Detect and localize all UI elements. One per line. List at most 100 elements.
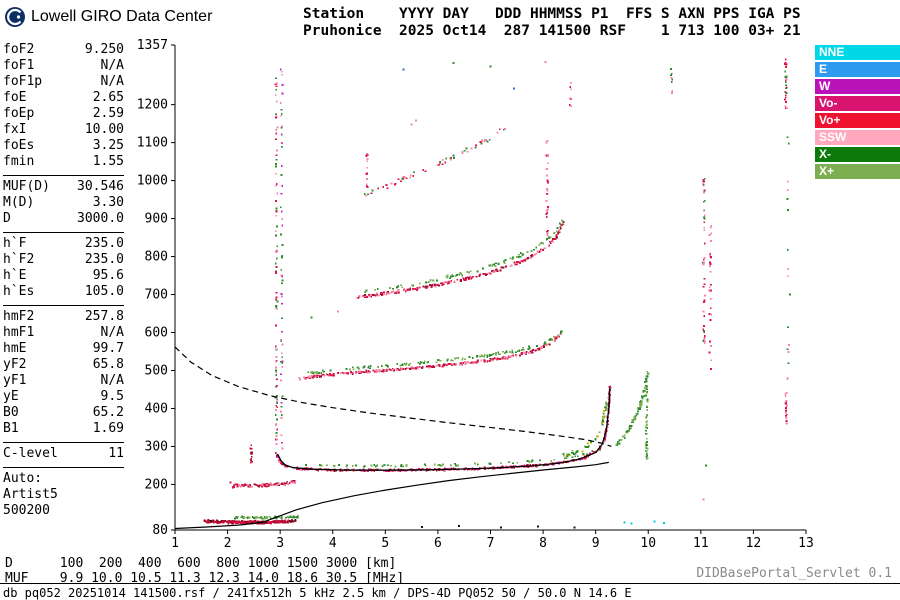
param-label: fmin [3,154,35,169]
param-label: B1 [3,421,19,436]
param-fxi: fxI 10.00 [3,122,124,138]
param-label: hmE [3,341,27,356]
param-section: foF2 9.250 foF1 N/A foF1p N/A foE 2.65 foEp 2.59 f… [3,41,124,173]
y-tick-label: 300 [145,439,168,454]
x-tick-label: 10 [640,536,656,551]
param-label: foF2 [3,42,35,57]
plot-axes: 1357120011001000900800700600500400300200… [137,38,814,551]
param-section: C-level 11 [3,442,124,465]
param-d: D 3000.0 [3,211,124,227]
param-hf2: h`F2 235.0 [3,252,124,268]
lowell-logo-icon [5,7,25,27]
param-auto: Auto: [3,471,124,487]
x-tick-label: 13 [798,536,814,551]
y-tick-label: 80 [152,523,168,538]
param-label: foE [3,90,27,105]
param-value: 1.69 [92,421,124,436]
param-fmin: fmin 1.55 [3,154,124,170]
param-b1: B1 1.69 [3,421,124,437]
param-label: MUF(D) [3,179,50,194]
x-tick-label: 2 [224,536,232,551]
echo-scatter-points [203,58,792,529]
param-label: M(D) [3,195,35,210]
param-yf2: yF2 65.8 [3,357,124,373]
param-label: C-level [3,446,58,461]
legend-e[interactable]: E [815,62,900,77]
dmuf-table: D 100 200 400 600 800 1000 1500 3000 [km… [5,556,404,586]
param-value: 2.59 [92,106,124,121]
param-section: MUF(D) 30.546 M(D) 3.30 D 3000.0 [3,175,124,230]
param-value: N/A [100,373,124,388]
y-tick-label: 200 [145,477,168,492]
param-label: h`E [3,268,27,283]
legend-xp[interactable]: X+ [815,164,900,179]
param-foe: foE 2.65 [3,90,124,106]
x-tick-label: 11 [693,536,709,551]
param-label: B0 [3,405,19,420]
param-section: hmF2 257.8 hmF1 N/A hmE 99.7 yF2 65.8 yF1 N/A yE 9.… [3,305,124,440]
o-trace-fit [276,387,611,471]
param-he: h`E 95.6 [3,268,124,284]
param-hf: h`F 235.0 [3,236,124,252]
param-value: 1.55 [92,154,124,169]
param-label: D [3,211,11,226]
param-label: Auto: [3,471,43,486]
y-tick-label: 1357 [137,38,168,53]
muf-transmission-curve [174,346,612,447]
param-ye: yE 9.5 [3,389,124,405]
param-md: M(D) 3.30 [3,195,124,211]
x-tick-label: 7 [487,536,495,551]
legend: NNE E W Vo- Vo+ SSW X- X+ [815,45,900,181]
dmuf-d-row: D 100 200 400 600 800 1000 1500 3000 [km… [5,556,397,571]
param-section: Auto: Artist5 500200 [3,467,124,522]
param-foes: foEs 3.25 [3,138,124,154]
param-value: 9.250 [84,42,124,57]
legend-vop[interactable]: Vo+ [815,113,900,128]
param-section: h`F 235.0 h`F2 235.0 h`E 95.6 h`Es 105.0 [3,232,124,303]
param-hme: hmE 99.7 [3,341,124,357]
param-hes: h`Es 105.0 [3,284,124,300]
lowell-logo: Lowell GIRO Data Center [4,6,212,28]
param-yf1: yF1 N/A [3,373,124,389]
y-tick-label: 500 [145,363,168,378]
x-tick-label: 8 [539,536,547,551]
legend-vom[interactable]: Vo- [815,96,900,111]
y-tick-label: 800 [145,250,168,265]
param-value: 257.8 [84,309,124,324]
param-label: 500200 [3,503,50,518]
true-height-profile [174,461,609,530]
param-value: 99.7 [92,341,124,356]
status-divider [0,583,900,584]
y-tick-label: 1000 [137,174,168,189]
param-value: 65.8 [92,357,124,372]
param-label: foF1p [3,74,43,89]
param-value: N/A [100,74,124,89]
param-hmf1: hmF1 N/A [3,325,124,341]
legend-w[interactable]: W [815,79,900,94]
legend-ssw[interactable]: SSW [815,130,900,145]
param-label: foEp [3,106,35,121]
param-value: 3.30 [92,195,124,210]
param-value: 235.0 [84,252,124,267]
y-tick-label: 600 [145,326,168,341]
param-clevel: C-level 11 [3,446,124,462]
param-value: 9.5 [100,389,124,404]
servlet-version-label: DIDBasePortal_Servlet 0.1 [696,566,892,581]
param-value: 3000.0 [77,211,124,226]
param-label: yF1 [3,373,27,388]
param-fof1: foF1 N/A [3,58,124,74]
dmuf-muf-row: MUF 9.9 10.0 10.5 11.3 12.3 14.0 18.6 30… [5,571,405,586]
status-bar: db pq052 20251014 141500.rsf / 241fx512h… [3,586,632,600]
legend-xm[interactable]: X- [815,147,900,162]
x-tick-label: 6 [434,536,442,551]
x-tick-label: 3 [276,536,284,551]
station-header-line2: Pruhonice 2025 Oct14 287 141500 RSF 1 71… [303,23,801,39]
station-header-line1: Station YYYY DAY DDD HHMMSS P1 FFS S AXN… [303,6,801,22]
param-artist5: Artist5 [3,487,124,503]
param-label: yF2 [3,357,27,372]
param-value: 2.65 [92,90,124,105]
legend-nne[interactable]: NNE [815,45,900,60]
param-mufd: MUF(D) 30.546 [3,179,124,195]
